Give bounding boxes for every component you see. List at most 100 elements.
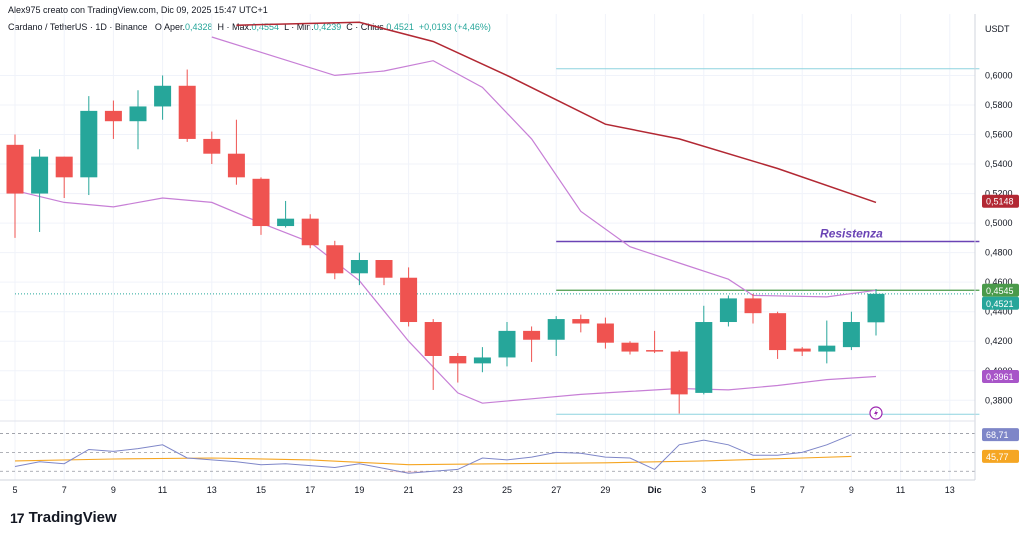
price-tag-bg bbox=[982, 370, 1019, 384]
candle-body-up bbox=[473, 357, 491, 364]
high-value: 0,4554 bbox=[251, 22, 280, 32]
author-line: Alex975 creato con TradingView.com, Dic … bbox=[8, 5, 268, 15]
rsi-line bbox=[14, 434, 852, 474]
tradingview-logo-icon: 17 bbox=[10, 509, 25, 526]
candle-body-down bbox=[424, 322, 442, 356]
candle-body-down bbox=[104, 110, 122, 122]
close-text: C · Chius. bbox=[346, 22, 387, 32]
candle-body-down bbox=[670, 351, 688, 395]
brand-name: TradingView bbox=[28, 509, 117, 526]
y-tick-label: 0,4400 bbox=[985, 307, 1013, 317]
axes: 5 7 9 11 13 15 17 19 21 23 25 27 29 Dic 3 5 7 9 11 13 0,6000… bbox=[0, 14, 1013, 495]
candle-body-down bbox=[523, 330, 541, 340]
y-tick-label: 0,4800 bbox=[985, 248, 1013, 258]
x-tick-label: 5 bbox=[12, 485, 17, 495]
candle-body-up bbox=[80, 110, 98, 178]
price-tag-bg bbox=[982, 296, 1019, 310]
price-tag-label: 68,71 bbox=[986, 430, 1009, 440]
price-tag-label: 45,77 bbox=[986, 452, 1009, 462]
candle-body-down bbox=[621, 342, 639, 352]
x-tick-label: 13 bbox=[207, 485, 217, 495]
x-tick-label: 27 bbox=[551, 485, 561, 495]
candle-body-down bbox=[252, 178, 270, 227]
y-tick-label: 0,5000 bbox=[985, 218, 1013, 228]
y-tick-label: 0,5600 bbox=[985, 130, 1013, 140]
candle-body-up bbox=[842, 322, 860, 348]
horizontal-levels: Resistenza bbox=[15, 68, 980, 415]
lightning-bolt-icon bbox=[874, 409, 878, 417]
x-tick-label: 13 bbox=[945, 485, 955, 495]
y-tick-label: 0,3800 bbox=[985, 395, 1013, 405]
rsi-pane bbox=[0, 433, 975, 474]
price-tag-bg bbox=[982, 194, 1019, 208]
x-tick-label: 3 bbox=[701, 485, 706, 495]
price-tag-label: 0,3961 bbox=[986, 372, 1014, 382]
candle-body-down bbox=[572, 319, 590, 324]
grid bbox=[0, 14, 975, 480]
candle-body-up bbox=[547, 319, 565, 340]
price-tag-label: 0,4521 bbox=[986, 299, 1014, 309]
candle-body-up bbox=[719, 298, 737, 323]
price-tag-label: 0,5148 bbox=[986, 197, 1014, 207]
x-tick-label: 29 bbox=[600, 485, 610, 495]
tradingview-brand[interactable]: 17 TradingView bbox=[10, 509, 117, 526]
indicator-lines bbox=[14, 21, 877, 404]
candle-body-down bbox=[203, 138, 221, 154]
candle-body-down bbox=[326, 245, 344, 274]
candle-body-up bbox=[498, 330, 516, 358]
open-text: Aper. bbox=[163, 22, 185, 32]
resistance-label: Resistenza bbox=[820, 227, 883, 241]
candle-body-up bbox=[31, 156, 49, 194]
candle-body-down bbox=[178, 85, 196, 139]
price-tag-bg bbox=[982, 449, 1019, 463]
candle-body-down bbox=[6, 144, 24, 194]
candle-body-down bbox=[646, 350, 664, 352]
x-tick-label: 19 bbox=[354, 485, 364, 495]
candles bbox=[6, 69, 885, 420]
close-value: 0,4521 bbox=[386, 22, 414, 32]
low-text: L · Min. bbox=[284, 22, 314, 32]
candle-body-up bbox=[818, 345, 836, 352]
candle-body-up bbox=[129, 106, 147, 122]
ema-long-line bbox=[236, 21, 877, 204]
open-value: 0,4328 bbox=[184, 22, 213, 32]
upper-band-line bbox=[211, 36, 877, 298]
open-label: O bbox=[154, 22, 162, 32]
candle-body-down bbox=[793, 348, 811, 352]
candle-body-down bbox=[596, 323, 614, 343]
y-tick-label: 0,5400 bbox=[985, 159, 1013, 169]
candle-body-up bbox=[695, 322, 713, 393]
x-tick-label: 9 bbox=[849, 485, 854, 495]
candle-body-down bbox=[400, 277, 418, 323]
low-value: 0,4239 bbox=[313, 22, 342, 32]
candle-body-down bbox=[744, 298, 762, 314]
candle-body-down bbox=[227, 153, 245, 178]
candle-body-down bbox=[55, 156, 73, 178]
candle-body-up bbox=[867, 293, 885, 323]
y-tick-label: 0,5200 bbox=[985, 189, 1013, 199]
price-tag-bg bbox=[982, 283, 1019, 297]
candle-body-down bbox=[449, 355, 467, 364]
x-tick-label: 9 bbox=[111, 485, 116, 495]
candle-body-up bbox=[277, 218, 295, 227]
symbol-label[interactable]: Cardano / TetherUS · 1D · Binance bbox=[8, 22, 148, 32]
x-tick-label: 23 bbox=[453, 485, 463, 495]
price-tags: 0,5148 0,4545 0,4521 0,3961 68,71 45,77 bbox=[982, 194, 1019, 463]
x-tick-label: 15 bbox=[256, 485, 266, 495]
y-tick-label: 0,5800 bbox=[985, 100, 1013, 110]
ohlc-legend: Cardano / TetherUS · 1D · Binance O Aper… bbox=[8, 22, 491, 32]
rsi-ma-line bbox=[14, 455, 852, 466]
x-tick-label: 11 bbox=[158, 485, 167, 495]
y-tick-label: 0,4200 bbox=[985, 336, 1013, 346]
x-tick-label: 25 bbox=[502, 485, 512, 495]
price-axis-title: USDT bbox=[985, 24, 1010, 34]
candle-body-down bbox=[375, 260, 393, 278]
price-tag-bg bbox=[982, 428, 1019, 442]
lower-band-line bbox=[14, 190, 877, 404]
price-tag-label: 0,4545 bbox=[986, 286, 1014, 296]
x-tick-label: 17 bbox=[305, 485, 315, 495]
x-tick-label: Dic bbox=[648, 485, 662, 495]
candle-body-down bbox=[301, 218, 319, 246]
x-tick-label: 7 bbox=[62, 485, 67, 495]
